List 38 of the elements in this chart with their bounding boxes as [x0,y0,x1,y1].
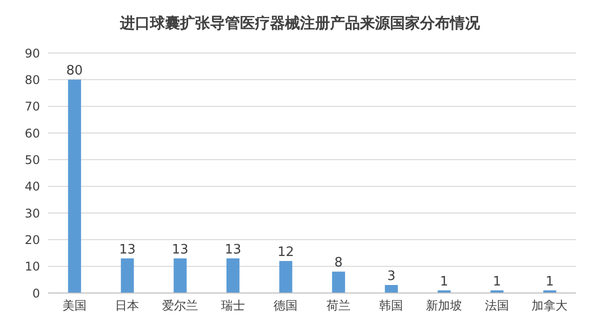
data-label: 80 [66,64,83,79]
data-label: 3 [387,269,396,284]
bar [174,258,187,293]
bar [120,258,134,293]
data-label: 1 [492,274,502,290]
data-label: 1 [440,274,448,290]
y-tick-label: 30 [24,206,40,220]
y-tick-label: 0 [32,286,40,300]
bar [279,261,292,293]
y-tick-label: 40 [24,180,40,194]
x-tick-label: 美国 [62,298,86,313]
x-tick-label: 法国 [484,298,509,313]
x-tick-label: 荷兰 [326,298,350,313]
y-tick-label: 70 [24,100,40,114]
data-label: 13 [172,242,188,258]
y-tick-label: 60 [24,126,40,140]
bar [384,285,398,293]
x-tick-label: 德国 [274,298,298,313]
y-tick-label: 80 [24,72,40,87]
x-tick-label: 爱尔兰 [162,298,198,313]
chart-title: 进口球囊扩张导管医疗器械注册产品来源国家分布情况 [118,13,481,34]
x-tick-label: 瑞士 [220,298,245,313]
data-label: 8 [334,256,343,271]
data-label: 1 [546,274,554,290]
y-tick-label: 90 [24,46,40,60]
x-tick-label: 日本 [115,298,140,313]
bar [332,272,346,293]
data-label: 12 [277,245,294,260]
y-tick-label: 50 [24,152,40,167]
x-tick-label: 新加坡 [426,298,462,313]
data-label: 13 [224,242,242,258]
x-tick-label: 加拿大 [532,298,568,313]
bar [226,258,240,293]
data-label: 13 [119,242,136,258]
bar [68,80,82,293]
y-tick-label: 10 [24,260,40,274]
y-tick-label: 20 [24,232,40,247]
x-tick-label: 韩国 [379,298,404,313]
